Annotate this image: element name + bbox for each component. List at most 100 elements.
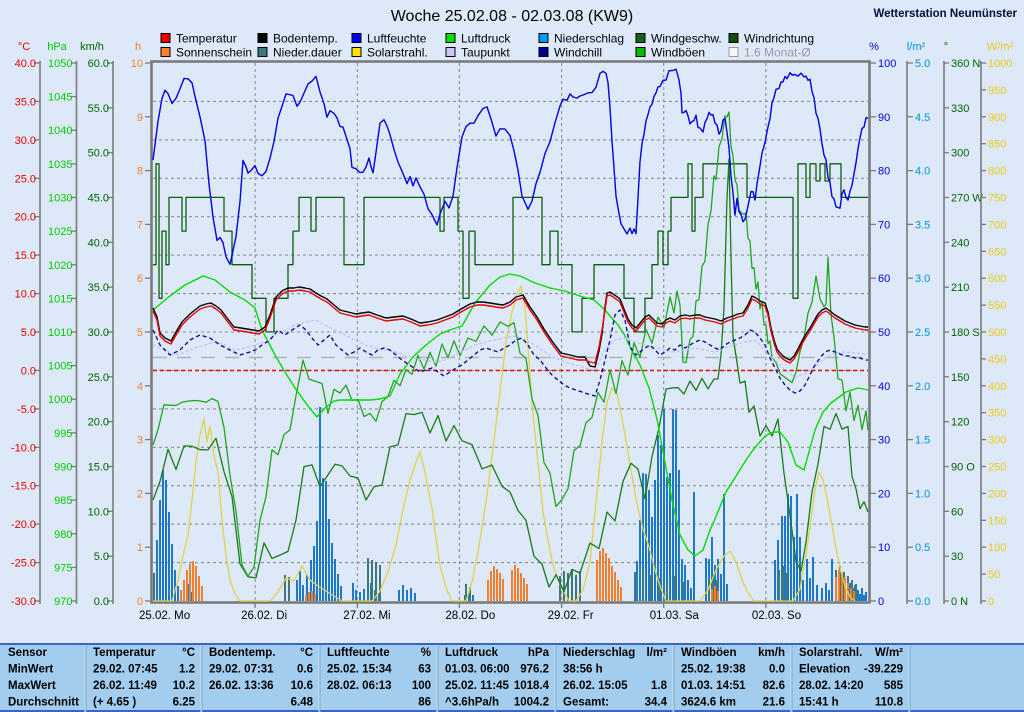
svg-text:28.02. Do: 28.02. Do <box>445 610 495 622</box>
svg-text:1015: 1015 <box>48 293 72 305</box>
svg-text:300: 300 <box>988 435 1006 447</box>
svg-text:270 W: 270 W <box>951 193 983 205</box>
svg-text:80: 80 <box>878 166 890 178</box>
svg-text:1030: 1030 <box>48 193 72 205</box>
svg-text:90 O: 90 O <box>951 462 975 474</box>
svg-text:-5.0: -5.0 <box>17 404 36 416</box>
svg-text:50: 50 <box>878 327 890 339</box>
svg-text:750: 750 <box>988 193 1006 205</box>
svg-text:Nieder.dauer: Nieder.dauer <box>273 46 342 60</box>
svg-text:50.0: 50.0 <box>88 148 109 160</box>
svg-text:180 S: 180 S <box>951 327 980 339</box>
svg-text:0.0: 0.0 <box>915 596 930 608</box>
svg-text:Solarstrahl.: Solarstrahl. <box>799 647 862 659</box>
svg-text:Gesamt:: Gesamt: <box>563 697 609 709</box>
svg-text:25.02. 11:45: 25.02. 11:45 <box>445 680 510 692</box>
svg-text:25.02. 15:34: 25.02. 15:34 <box>327 664 392 676</box>
svg-text:W/m²: W/m² <box>987 41 1014 53</box>
svg-text:360 N: 360 N <box>951 58 980 70</box>
svg-text:3.5: 3.5 <box>915 219 930 231</box>
svg-text:%: % <box>869 41 879 53</box>
svg-text:120: 120 <box>951 417 969 429</box>
svg-text:63: 63 <box>418 664 431 676</box>
svg-text:Windrichtung: Windrichtung <box>744 32 814 46</box>
svg-text:330: 330 <box>951 103 969 115</box>
svg-text:15:41 h: 15:41 h <box>799 697 839 709</box>
svg-text:2.0: 2.0 <box>915 381 930 393</box>
svg-text:26.02. 11:49: 26.02. 11:49 <box>93 680 157 692</box>
svg-text:^3.6hPa/h: ^3.6hPa/h <box>445 697 499 709</box>
svg-text:5.0: 5.0 <box>94 551 109 563</box>
svg-text:35.0: 35.0 <box>88 282 109 294</box>
svg-text:01.03. 06:00: 01.03. 06:00 <box>445 664 510 676</box>
svg-text:Windböen: Windböen <box>681 647 736 659</box>
svg-text:550: 550 <box>988 300 1006 312</box>
svg-text:25.0: 25.0 <box>88 372 109 384</box>
svg-text:1000: 1000 <box>48 394 72 406</box>
svg-text:1.5: 1.5 <box>915 435 930 447</box>
svg-text:110.8: 110.8 <box>875 697 904 709</box>
svg-text:3: 3 <box>137 435 143 447</box>
svg-text:10.0: 10.0 <box>15 289 36 301</box>
svg-text:1035: 1035 <box>48 159 72 171</box>
svg-text:02.03. So: 02.03. So <box>752 610 801 622</box>
svg-text:Woche 25.02.08 - 02.03.08 (KW9: Woche 25.02.08 - 02.03.08 (KW9) <box>391 8 634 25</box>
svg-text:900: 900 <box>988 112 1006 124</box>
svg-text:1004.2: 1004.2 <box>514 697 549 709</box>
svg-text:5.0: 5.0 <box>21 327 36 339</box>
svg-text:Luftdruck: Luftdruck <box>445 647 499 659</box>
svg-text:25.02. 19:38: 25.02. 19:38 <box>681 664 746 676</box>
svg-text:4.0: 4.0 <box>915 166 930 178</box>
svg-text:°C: °C <box>300 647 313 659</box>
svg-text:450: 450 <box>988 354 1006 366</box>
svg-text:Sensor: Sensor <box>8 647 48 659</box>
svg-text:1.6 Monat-Ø: 1.6 Monat-Ø <box>744 46 811 60</box>
svg-text:250: 250 <box>988 462 1006 474</box>
svg-text:210: 210 <box>951 282 969 294</box>
svg-text:1018.4: 1018.4 <box>514 680 550 692</box>
svg-text:980: 980 <box>54 529 72 541</box>
svg-text:1025: 1025 <box>48 226 72 238</box>
svg-text:Niederschlag: Niederschlag <box>563 647 635 659</box>
svg-text:0.0: 0.0 <box>94 596 109 608</box>
svg-text:27.02. Mi: 27.02. Mi <box>343 610 390 622</box>
svg-text:29.02. Fr: 29.02. Fr <box>548 610 594 622</box>
svg-text:Windböen: Windböen <box>651 46 705 60</box>
svg-text:700: 700 <box>988 219 1006 231</box>
svg-text:34.4: 34.4 <box>645 697 668 709</box>
svg-text:7: 7 <box>137 219 143 231</box>
svg-text:0: 0 <box>988 596 994 608</box>
svg-text:6.48: 6.48 <box>291 697 314 709</box>
svg-text:650: 650 <box>988 246 1006 258</box>
svg-text:1.2: 1.2 <box>179 664 195 676</box>
svg-text:4.5: 4.5 <box>915 112 930 124</box>
svg-text:h: h <box>135 41 141 53</box>
svg-text:km/h: km/h <box>80 41 104 53</box>
svg-text:MinWert: MinWert <box>8 664 53 676</box>
svg-text:3624.6 km: 3624.6 km <box>681 697 736 709</box>
svg-text:10.0: 10.0 <box>88 506 109 518</box>
svg-text:240: 240 <box>951 237 969 249</box>
svg-text:5: 5 <box>137 327 143 339</box>
svg-text:0.6: 0.6 <box>297 664 313 676</box>
svg-text:0: 0 <box>137 596 143 608</box>
svg-text:70: 70 <box>878 219 890 231</box>
svg-text:0: 0 <box>878 596 884 608</box>
svg-text:Luftdruck: Luftdruck <box>461 32 511 46</box>
svg-text:0.0: 0.0 <box>769 664 785 676</box>
svg-text:1045: 1045 <box>48 92 72 104</box>
svg-text:hPa: hPa <box>47 41 67 53</box>
svg-text:1000: 1000 <box>988 58 1012 70</box>
svg-text:0 N: 0 N <box>951 596 968 608</box>
svg-text:28.02. 06:13: 28.02. 06:13 <box>327 680 392 692</box>
svg-text:20: 20 <box>878 488 890 500</box>
svg-text:-15.0: -15.0 <box>11 481 36 493</box>
svg-text:35.0: 35.0 <box>15 96 36 108</box>
svg-text:55.0: 55.0 <box>88 103 109 115</box>
svg-text:40.0: 40.0 <box>88 237 109 249</box>
svg-text:°C: °C <box>18 41 30 53</box>
svg-text:9: 9 <box>137 112 143 124</box>
svg-text:(+ 4.65 ): (+ 4.65 ) <box>93 697 136 709</box>
svg-text:86: 86 <box>418 697 431 709</box>
svg-text:100: 100 <box>988 542 1006 554</box>
